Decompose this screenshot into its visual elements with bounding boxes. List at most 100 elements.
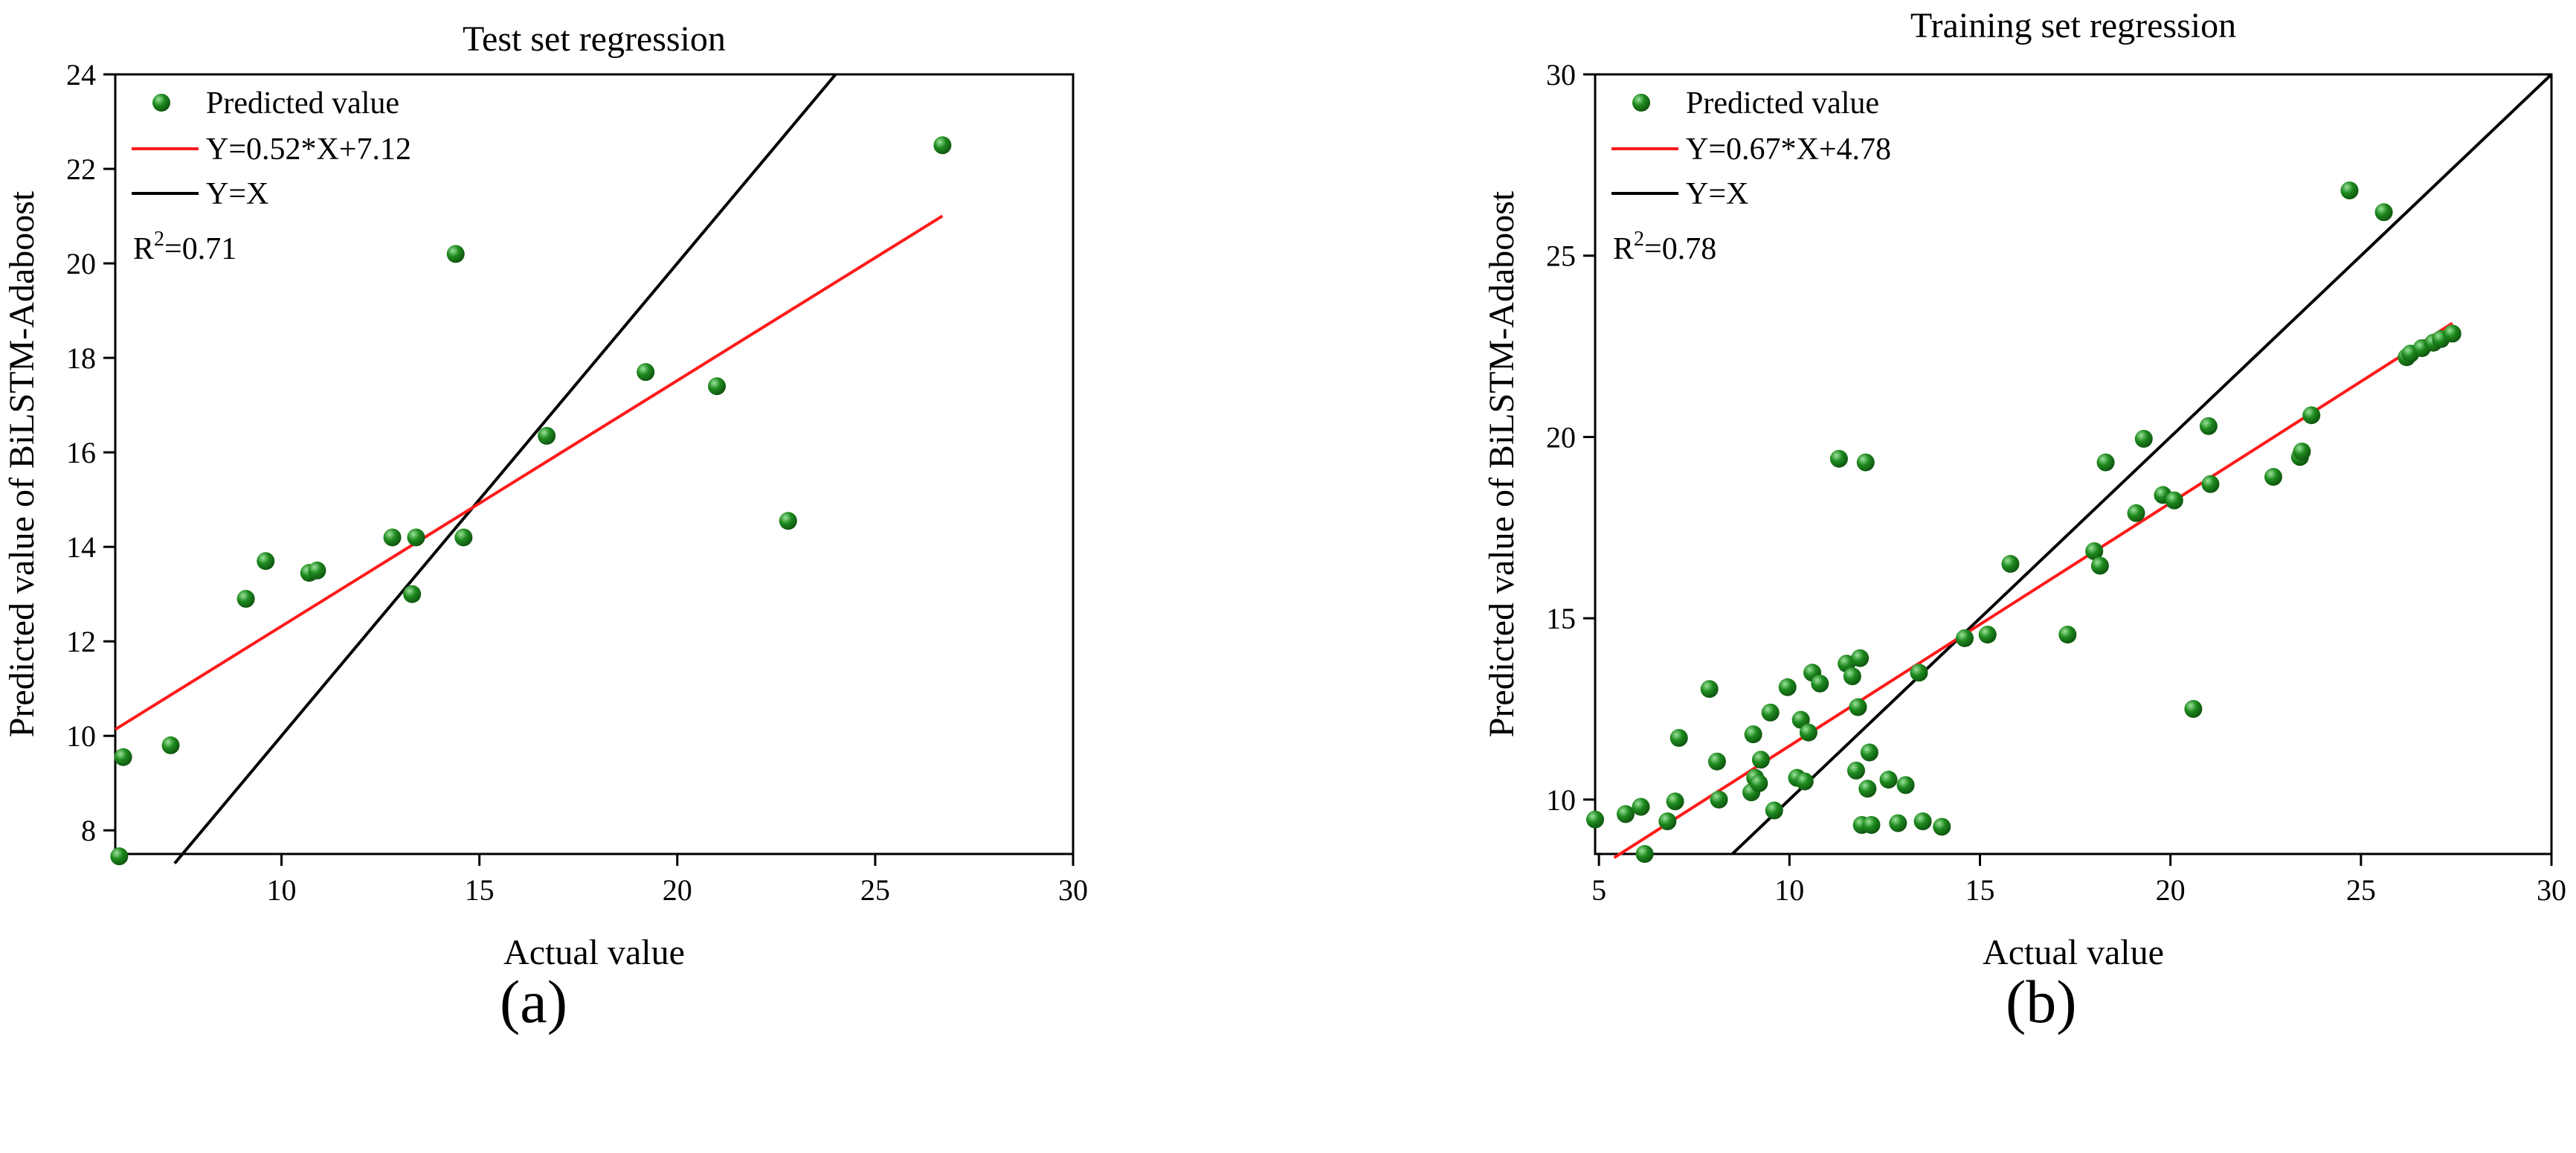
data-point [2302, 406, 2321, 425]
legend-marker-predicted [1632, 94, 1650, 112]
y-tick-label: 24 [66, 58, 96, 91]
data-point [383, 528, 402, 547]
y-tick-label: 16 [66, 436, 96, 469]
data-point [1858, 780, 1877, 798]
y-axis-label: Predicted value of BiLSTM-Adaboost [1482, 190, 1522, 737]
data-point [454, 528, 473, 547]
y-tick-label: 25 [1546, 240, 1576, 273]
x-tick-label: 25 [2346, 873, 2376, 907]
caption-a: (a) [500, 968, 568, 1035]
y-tick-label: 20 [66, 247, 96, 280]
data-point [2340, 181, 2359, 199]
data-point [1669, 729, 1688, 748]
training-set-regression-chart: 5 10 15 20 25 30 10 15 20 25 30 Training set regre… [1482, 6, 2566, 972]
legend-marker-predicted [152, 94, 170, 112]
data-point [1889, 814, 1907, 832]
data-point [1955, 629, 1974, 647]
data-point [1860, 743, 1878, 762]
data-point [1778, 678, 1797, 696]
data-point [1744, 725, 1762, 744]
data-point [2085, 542, 2104, 560]
identity-line [173, 73, 837, 864]
data-point [1632, 797, 1650, 816]
data-point [707, 377, 726, 396]
data-point [446, 245, 465, 263]
data-point [1846, 761, 1865, 780]
data-point [161, 736, 180, 754]
data-point [1658, 812, 1677, 831]
x-tick-label: 25 [860, 873, 890, 907]
y-tick-label: 14 [66, 530, 96, 564]
data-point [1586, 810, 1604, 829]
data-point [2090, 556, 2109, 575]
chart-title: Training set regression [1910, 6, 2236, 45]
identity-line [1731, 73, 2553, 855]
data-point [403, 585, 422, 603]
data-point [1896, 776, 1915, 794]
y-tick-label: 12 [66, 625, 96, 658]
data-point [2058, 626, 2077, 644]
data-point [2184, 700, 2203, 719]
legend-label-fit: Y=0.52*X+7.12 [206, 132, 411, 167]
data-point [2001, 555, 2020, 574]
data-point [1700, 680, 1719, 698]
data-point [114, 748, 132, 766]
y-tick-label: 8 [81, 814, 96, 847]
tick-marks [103, 73, 1075, 866]
data-point [637, 363, 655, 382]
data-point [2293, 442, 2311, 460]
fit-line [114, 214, 944, 731]
data-point [1707, 752, 1726, 771]
data-point [1795, 772, 1814, 791]
data-point [1666, 792, 1684, 811]
x-tick-label: 10 [267, 873, 297, 907]
test-set-regression-chart: 10 15 20 25 30 8 10 12 14 16 18 20 22 24 Test set reg… [2, 19, 1088, 972]
data-point [1750, 774, 1768, 792]
legend: Predicted value Y=0.52*X+7.12 Y=X [132, 86, 411, 211]
data-point [1913, 812, 1932, 831]
data-point [257, 552, 275, 571]
y-tick-label: 10 [66, 719, 96, 753]
x-tick-label: 20 [2156, 873, 2186, 907]
data-point [1843, 667, 1861, 686]
data-point [1811, 674, 1829, 693]
data-point [2134, 429, 2153, 448]
data-point [2374, 203, 2393, 222]
legend-label-identity: Y=X [1686, 177, 1748, 211]
data-point [2199, 417, 2218, 435]
data-point [1933, 818, 1951, 836]
r-squared-label: R2=0.78 [1613, 228, 1716, 266]
legend-label-identity: Y=X [206, 177, 268, 211]
data-point [1978, 626, 1997, 644]
x-tick-label: 30 [2537, 873, 2566, 907]
data-point [308, 561, 326, 579]
y-tick-label: 18 [66, 341, 96, 375]
data-point [2096, 453, 2115, 472]
data-point [933, 136, 952, 155]
data-point [2127, 504, 2145, 522]
data-point [1616, 805, 1635, 823]
plot-frame [1594, 73, 2553, 855]
data-point [1879, 771, 1898, 789]
data-point [779, 512, 797, 530]
y-tick-label: 30 [1546, 58, 1576, 91]
tick-marks [1583, 73, 2553, 866]
legend-label-predicted: Predicted value [206, 86, 399, 121]
tick-labels: 5 10 15 20 25 30 10 15 20 25 30 [1546, 58, 2566, 907]
x-tick-label: 5 [1591, 873, 1606, 907]
chart-title: Test set regression [463, 19, 726, 59]
fit-line [1613, 321, 2453, 859]
y-tick-label: 22 [66, 152, 96, 186]
data-point [2201, 475, 2220, 493]
data-point [1765, 801, 1783, 820]
plot-frame [114, 73, 1075, 855]
data-point [110, 847, 129, 866]
legend-label-fit: Y=0.67*X+4.78 [1686, 132, 1891, 167]
y-axis-label: Predicted value of BiLSTM-Adaboost [2, 190, 42, 737]
data-point [2264, 468, 2282, 486]
data-point [1862, 816, 1881, 835]
tick-labels: 10 15 20 25 30 8 10 12 14 16 18 20 22 24 [66, 58, 1088, 907]
data-points [110, 136, 952, 866]
legend-label-predicted: Predicted value [1686, 86, 1879, 121]
